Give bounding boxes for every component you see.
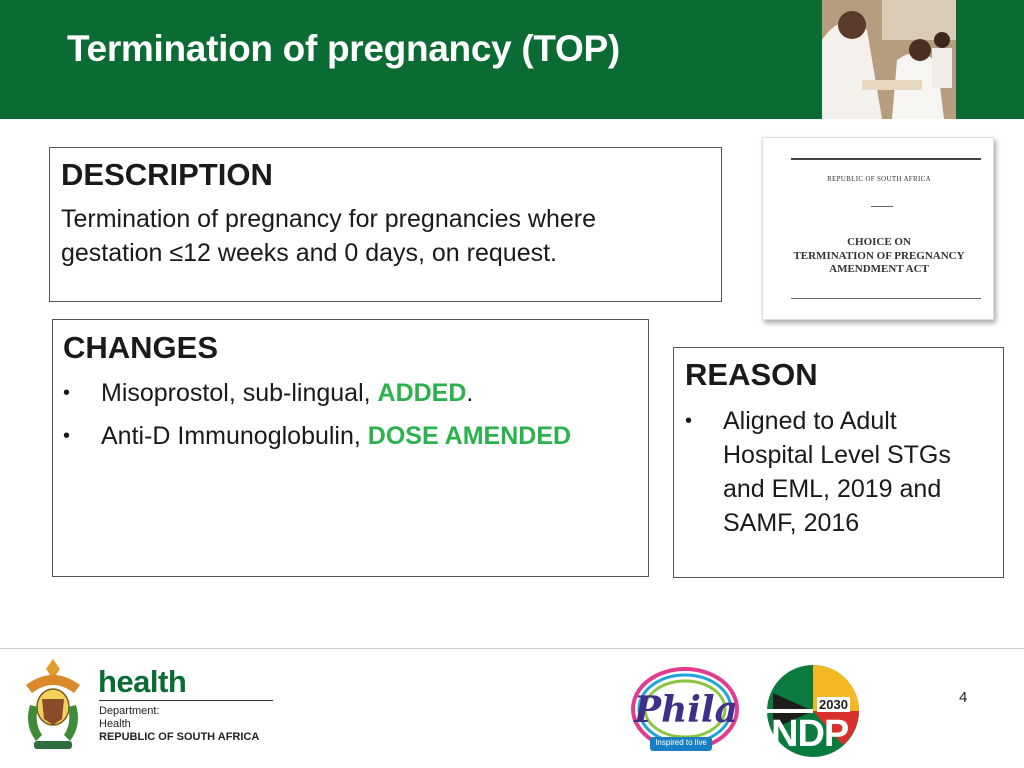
health-wordmark: health — [98, 664, 187, 699]
reason-line-1: Aligned to Adult — [723, 407, 897, 435]
department-text: Department: Health REPUBLIC OF SOUTH AFR… — [99, 705, 259, 744]
bullet-icon: • — [63, 382, 71, 404]
phila-tagline: Inspired to live — [655, 738, 707, 747]
added-highlight: ADDED — [377, 379, 467, 407]
changes-item-suffix: . — [466, 379, 474, 407]
reason-heading: REASON — [685, 357, 818, 392]
phila-logo: Phila Inspired to live — [626, 665, 744, 757]
phila-wordmark: Phila — [634, 689, 738, 731]
reason-line-4: SAMF, 2016 — [723, 509, 860, 537]
act-title-line-2: TERMINATION OF PREGNANCY — [793, 250, 965, 262]
dose-amended-highlight: DOSE AMENDED — [367, 422, 572, 450]
dept-line-3: REPUBLIC OF SOUTH AFRICA — [99, 731, 260, 743]
description-heading: DESCRIPTION — [61, 157, 273, 192]
header-photo — [822, 0, 956, 119]
changes-box: CHANGES • Misoprostol, sub-lingual, ADDE… — [52, 319, 649, 577]
act-republic-text: REPUBLIC OF SOUTH AFRICA — [827, 175, 931, 183]
changes-item-text: Anti-D Immunoglobulin, — [101, 422, 368, 450]
footer-divider — [0, 648, 1024, 649]
act-document-image: REPUBLIC OF SOUTH AFRICA CHOICE ON TERMI… — [762, 137, 994, 320]
description-line-1: Termination of pregnancy for pregnancies… — [61, 205, 597, 233]
changes-item-text: Misoprostol, sub-lingual, — [101, 379, 378, 407]
reason-line-3: and EML, 2019 and — [723, 475, 942, 503]
reason-line-2: Hospital Level STGs — [723, 441, 951, 469]
reason-box: REASON • Aligned to Adult Hospital Level… — [673, 347, 1004, 578]
health-underline — [99, 700, 273, 701]
description-box: DESCRIPTION Termination of pregnancy for… — [49, 147, 722, 302]
ndp-wordmark: NDP — [771, 713, 849, 755]
page-number: 4 — [959, 689, 968, 706]
bullet-icon: • — [685, 410, 693, 432]
ndp-2030-logo: 2030 NDP — [763, 663, 863, 759]
act-title-line-3: AMENDMENT ACT — [829, 263, 929, 275]
changes-heading: CHANGES — [63, 330, 219, 365]
dept-line-2: Health — [99, 718, 131, 730]
slide-title: Termination of pregnancy (TOP) — [67, 28, 620, 69]
description-line-2: gestation ≤12 weeks and 0 days, on reque… — [61, 239, 557, 267]
act-title-line-1: CHOICE ON — [847, 236, 911, 248]
ndp-year: 2030 — [817, 697, 850, 712]
coat-of-arms-logo — [16, 655, 90, 751]
dept-line-1: Department: — [99, 705, 160, 717]
bullet-icon: • — [63, 425, 71, 447]
